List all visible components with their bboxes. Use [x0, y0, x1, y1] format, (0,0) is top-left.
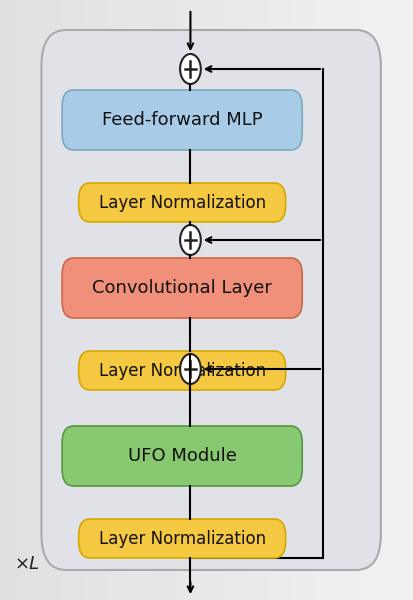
FancyBboxPatch shape: [62, 426, 301, 486]
Text: Convolutional Layer: Convolutional Layer: [92, 279, 271, 297]
FancyBboxPatch shape: [78, 183, 285, 222]
Text: Layer Normalization: Layer Normalization: [98, 529, 265, 547]
FancyBboxPatch shape: [41, 30, 380, 570]
FancyBboxPatch shape: [78, 351, 285, 390]
Text: Layer Normalization: Layer Normalization: [98, 193, 265, 211]
Text: Feed-forward MLP: Feed-forward MLP: [102, 111, 262, 129]
FancyBboxPatch shape: [62, 90, 301, 150]
Circle shape: [180, 54, 200, 84]
Text: Layer Normalization: Layer Normalization: [98, 361, 265, 380]
Text: UFO Module: UFO Module: [128, 447, 236, 465]
FancyBboxPatch shape: [78, 519, 285, 558]
FancyBboxPatch shape: [62, 258, 301, 318]
Text: ×L: ×L: [14, 555, 40, 573]
Circle shape: [180, 225, 200, 255]
Circle shape: [180, 354, 200, 384]
